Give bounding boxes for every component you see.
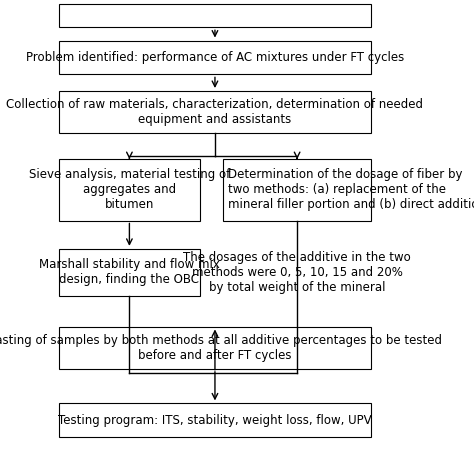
FancyBboxPatch shape <box>223 249 371 296</box>
Text: Collection of raw materials, characterization, determination of needed
equipment: Collection of raw materials, characteriz… <box>7 98 423 126</box>
FancyBboxPatch shape <box>59 327 371 369</box>
Text: The dosages of the additive in the two
methods were 0, 5, 10, 15 and 20%
by tota: The dosages of the additive in the two m… <box>183 251 411 294</box>
Text: Marshall stability and flow mix
design, finding the OBC: Marshall stability and flow mix design, … <box>39 258 219 286</box>
Text: Sieve analysis, material testing of
aggregates and
bitumen: Sieve analysis, material testing of aggr… <box>28 168 230 211</box>
FancyBboxPatch shape <box>59 91 371 133</box>
FancyBboxPatch shape <box>59 159 200 220</box>
Text: Problem identified: performance of AC mixtures under FT cycles: Problem identified: performance of AC mi… <box>26 51 404 64</box>
Text: Determination of the dosage of fiber by
two methods: (a) replacement of the
mine: Determination of the dosage of fiber by … <box>228 168 474 211</box>
FancyBboxPatch shape <box>59 40 371 74</box>
Text: Casting of samples by both methods at all additive percentages to be tested
befo: Casting of samples by both methods at al… <box>0 334 442 362</box>
FancyBboxPatch shape <box>59 403 371 438</box>
FancyBboxPatch shape <box>59 4 371 27</box>
Text: Testing program: ITS, stability, weight loss, flow, UPV: Testing program: ITS, stability, weight … <box>58 414 372 427</box>
FancyBboxPatch shape <box>59 249 200 296</box>
FancyBboxPatch shape <box>223 159 371 220</box>
